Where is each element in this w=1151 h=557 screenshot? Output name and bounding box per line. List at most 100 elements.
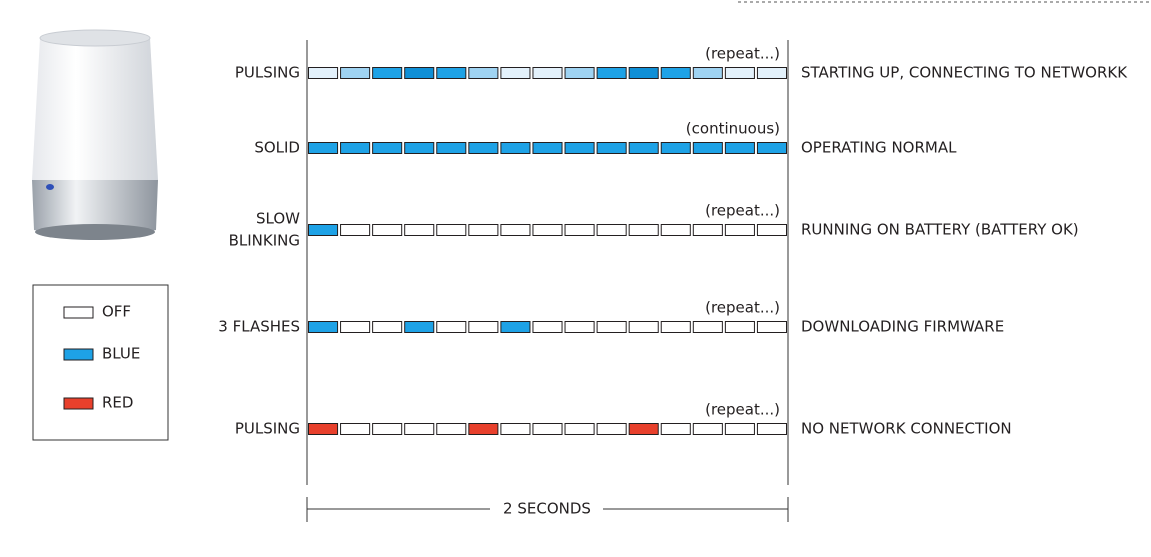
led-cell: [596, 67, 627, 79]
led-cell: [660, 67, 691, 79]
led-cell: [468, 423, 499, 435]
led-cell: [404, 224, 435, 236]
led-cell: [660, 142, 691, 154]
led-cell: [724, 67, 755, 79]
led-cell: [628, 321, 659, 333]
row-label: PULSING: [235, 420, 300, 438]
led-cell: [340, 423, 371, 435]
row-label: BLINKING: [229, 232, 300, 250]
led-cell: [500, 321, 531, 333]
led-cell: [692, 224, 723, 236]
led-cell: [660, 321, 691, 333]
led-cell: [340, 224, 371, 236]
led-cell: [372, 321, 403, 333]
led-cell: [340, 321, 371, 333]
row-description: RUNNING ON BATTERY (BATTERY OK): [801, 221, 1079, 239]
row-description: NO NETWORK CONNECTION: [801, 420, 1012, 438]
led-cell: [596, 423, 627, 435]
led-cell: [756, 423, 788, 435]
led-cell: [724, 224, 755, 236]
led-cell: [308, 142, 339, 154]
led-cell: [308, 321, 339, 333]
row-note: (repeat...): [705, 299, 780, 317]
led-cell: [564, 321, 595, 333]
led-cell: [596, 321, 627, 333]
row-label: SOLID: [254, 139, 300, 157]
led-cell: [308, 224, 339, 236]
legend-swatch: [63, 397, 94, 410]
led-cell: [500, 224, 531, 236]
row-label: SLOW: [256, 210, 300, 228]
led-cell: [724, 142, 755, 154]
led-cell: [596, 224, 627, 236]
led-cell: [500, 142, 531, 154]
led-cell: [628, 423, 659, 435]
led-cell: [692, 321, 723, 333]
led-cell: [564, 142, 595, 154]
row-note: (repeat...): [705, 45, 780, 63]
duration-label: 2 SECONDS: [503, 500, 591, 518]
led-cell: [628, 67, 659, 79]
led-cell: [564, 67, 595, 79]
led-cell: [372, 142, 403, 154]
led-cell: [532, 321, 563, 333]
led-cell: [468, 224, 499, 236]
row-label: PULSING: [235, 64, 300, 82]
led-cell: [596, 142, 627, 154]
led-cell: [532, 423, 563, 435]
row-description: OPERATING NORMAL: [801, 139, 957, 157]
led-cell: [404, 321, 435, 333]
led-cell: [724, 423, 755, 435]
led-cell: [692, 142, 723, 154]
led-cell: [500, 67, 531, 79]
duration-bracket: [306, 497, 789, 522]
row-description: DOWNLOADING FIRMWARE: [801, 318, 1004, 336]
led-cell: [468, 142, 499, 154]
legend-label: RED: [102, 394, 133, 412]
row-note: (repeat...): [705, 401, 780, 419]
row-label: 3 FLASHES: [218, 318, 300, 336]
led-cell: [372, 423, 403, 435]
legend-label: BLUE: [102, 345, 140, 363]
led-cell: [692, 67, 723, 79]
led-cell: [756, 321, 788, 333]
led-cell: [660, 423, 691, 435]
led-cell: [564, 423, 595, 435]
led-cell: [308, 67, 339, 79]
led-cell: [340, 67, 371, 79]
row-description: STARTING UP, CONNECTING TO NETWORKK: [801, 64, 1128, 82]
led-cell: [532, 142, 563, 154]
led-cell: [308, 423, 339, 435]
led-cell: [756, 142, 788, 154]
led-cell: [756, 224, 788, 236]
led-cell: [692, 423, 723, 435]
led-cell: [532, 224, 563, 236]
legend-box: [32, 284, 169, 441]
led-cell: [340, 142, 371, 154]
led-cell: [756, 67, 788, 79]
led-cell: [436, 142, 467, 154]
device-image: [32, 29, 158, 240]
row-note: (repeat...): [705, 202, 780, 220]
led-cell: [404, 423, 435, 435]
led-cell: [436, 224, 467, 236]
led-cell: [436, 321, 467, 333]
led-cell: [660, 224, 691, 236]
led-cell: [372, 224, 403, 236]
led-cell: [564, 224, 595, 236]
led-cell: [404, 67, 435, 79]
led-cell: [404, 142, 435, 154]
legend-swatch: [63, 348, 94, 361]
led-cell: [724, 321, 755, 333]
led-cell: [468, 67, 499, 79]
led-cell: [372, 67, 403, 79]
legend-label: OFF: [102, 303, 131, 321]
row-note: (continuous): [686, 120, 780, 138]
led-cell: [436, 423, 467, 435]
led-cell: [628, 224, 659, 236]
led-cell: [436, 67, 467, 79]
legend-swatch: [63, 306, 94, 319]
led-cell: [500, 423, 531, 435]
led-cell: [468, 321, 499, 333]
led-cell: [628, 142, 659, 154]
